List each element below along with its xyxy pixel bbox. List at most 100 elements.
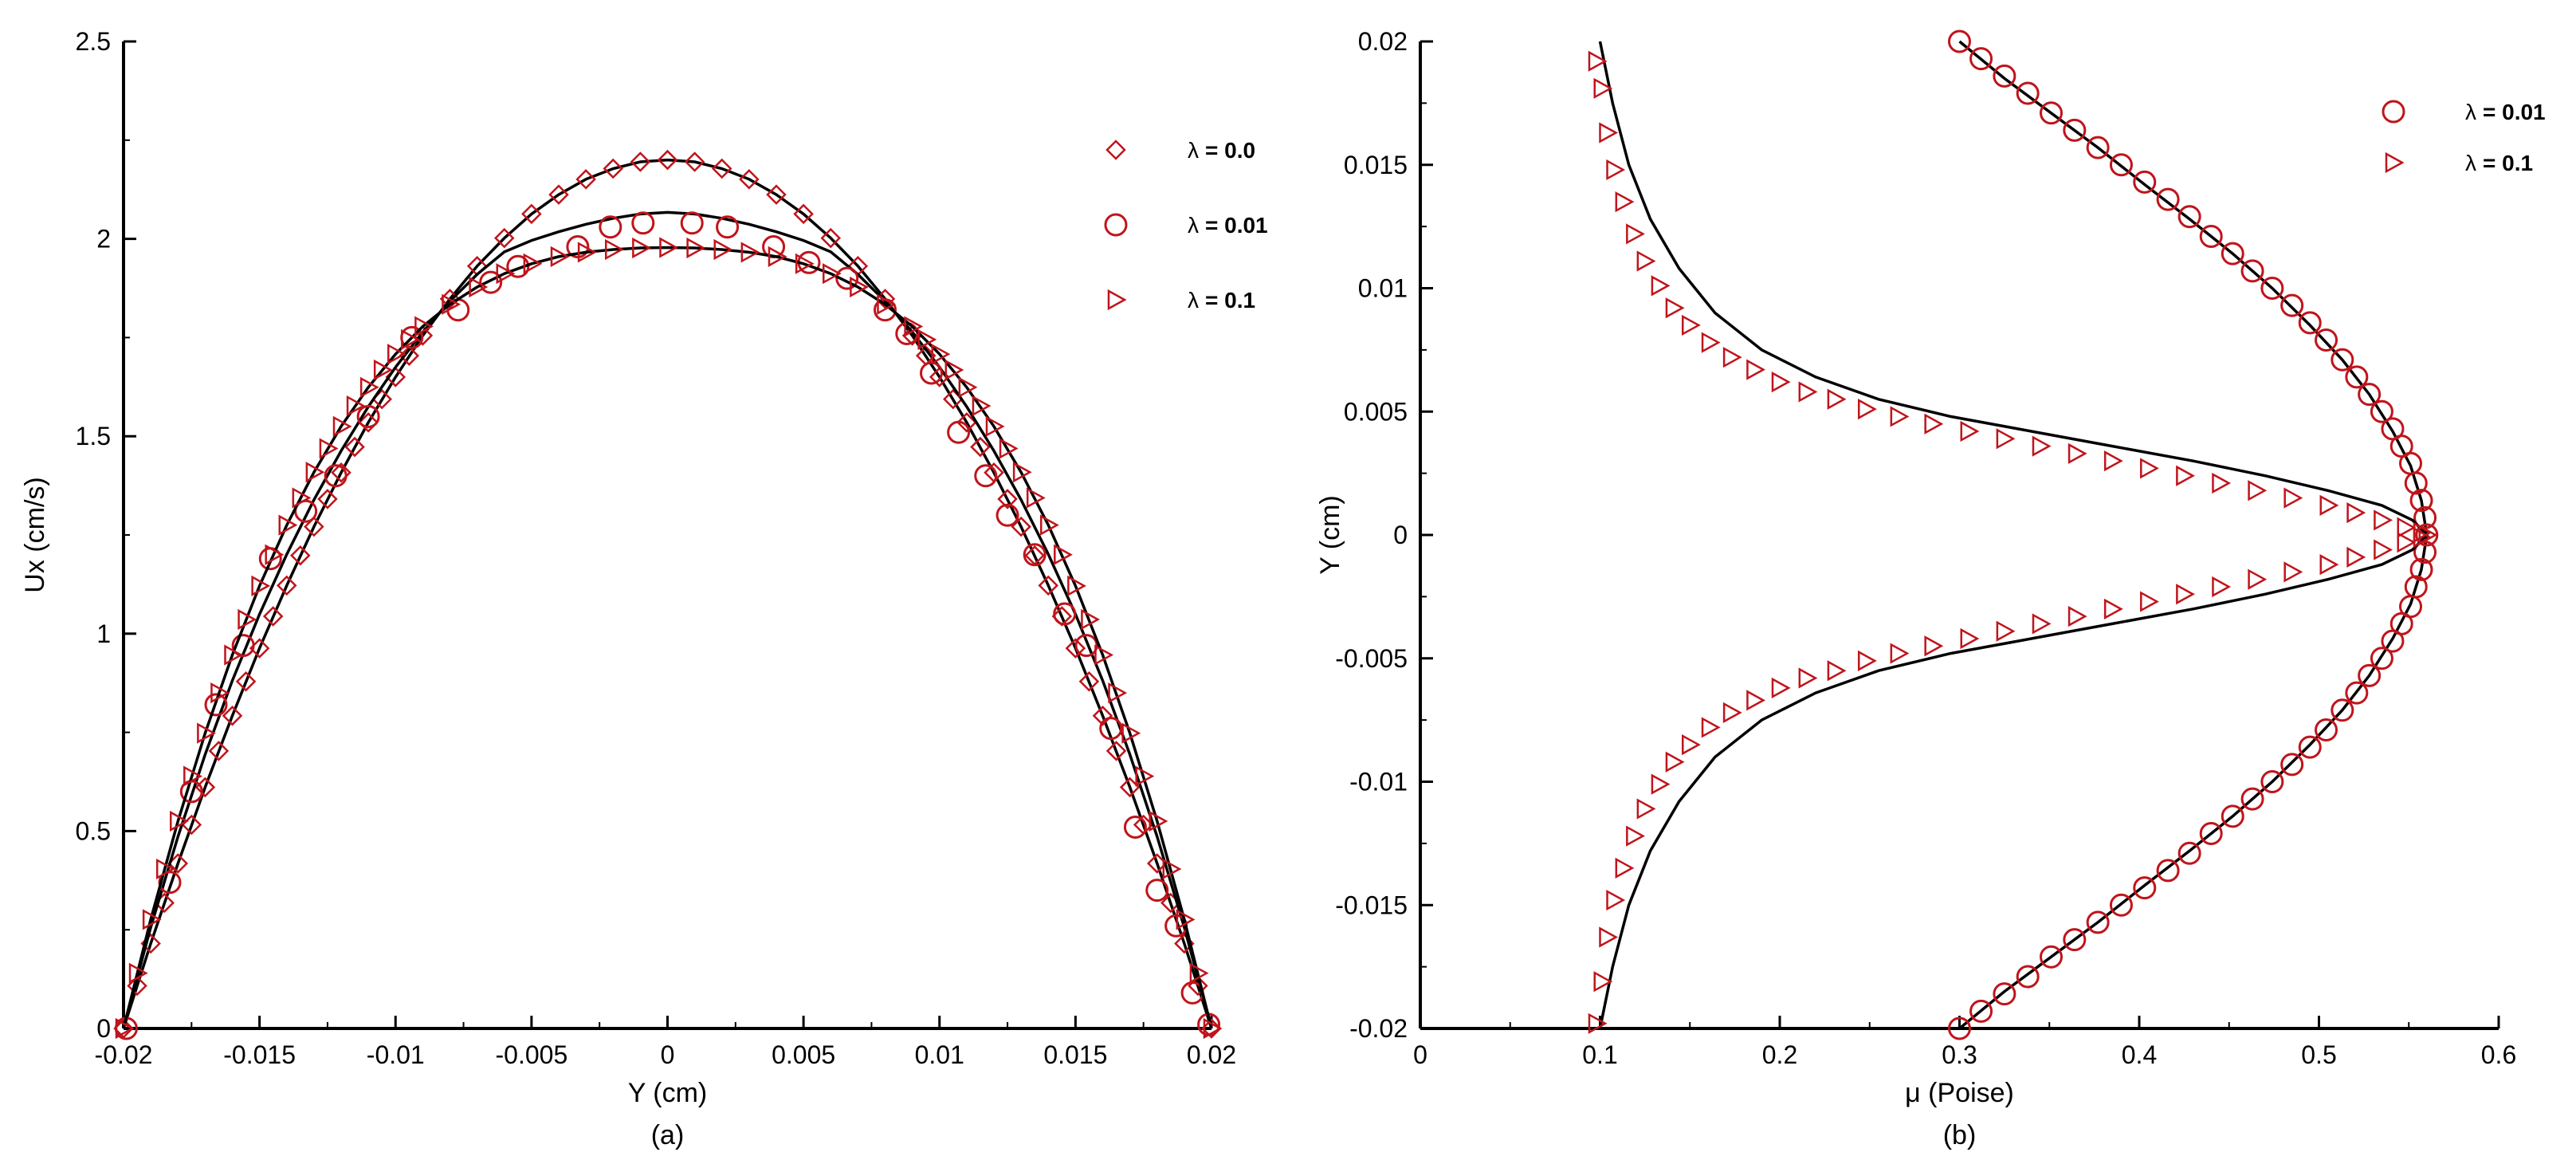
panel-label: (a) (651, 1120, 685, 1150)
data-point (1636, 798, 1656, 820)
data-point (1593, 77, 1613, 99)
data-point (128, 962, 148, 984)
y-tick-label: 0.02 (1358, 27, 1408, 56)
data-point (1636, 250, 1656, 272)
data-point (548, 184, 569, 205)
data-point (317, 489, 338, 509)
data-point (631, 211, 655, 235)
data-point (630, 151, 651, 172)
series-1 (1588, 41, 2438, 1034)
x-axis-title: μ (Poise) (1905, 1078, 2014, 1108)
data-point (2109, 893, 2133, 917)
y-tick-label: 0 (1393, 521, 1408, 549)
data-point (972, 395, 992, 417)
legend-label: = 0.01 (2483, 100, 2546, 124)
data-point (795, 253, 815, 274)
data-point (1012, 462, 1032, 483)
data-point (521, 203, 542, 225)
data-point (1827, 660, 1847, 682)
data-point (917, 328, 937, 350)
data-point (2397, 532, 2417, 553)
data-point (2199, 225, 2223, 249)
data-point (740, 242, 760, 263)
data-point (2280, 753, 2304, 777)
x-tick-label: 0 (661, 1040, 675, 1069)
data-point (577, 242, 597, 263)
data-point (820, 227, 842, 249)
data-point (686, 237, 706, 259)
data-point (947, 420, 971, 444)
data-point (2176, 584, 2195, 605)
x-tick-label: 0.005 (772, 1040, 835, 1069)
data-point (2177, 205, 2201, 229)
data-point (2212, 472, 2232, 494)
data-point (985, 415, 1005, 437)
panel-a: -0.02 -0.015 -0.01 -0.005 0 0.005 0.01 0.015 0.0… (20, 27, 1268, 1150)
data-point (1626, 223, 1645, 245)
data-point (331, 462, 351, 483)
data-point (442, 293, 461, 315)
series-0 (1948, 29, 2439, 1040)
data-point (479, 270, 503, 294)
x-tick-label: 0.2 (1762, 1040, 1797, 1069)
data-point (2345, 681, 2369, 705)
data-point (1996, 620, 2016, 642)
data-point (823, 263, 842, 285)
data-point (904, 316, 924, 337)
x-tick-label: 0.02 (1187, 1040, 1236, 1069)
data-point (2319, 554, 2339, 576)
data-point (2040, 945, 2064, 969)
data-point (1798, 667, 1818, 689)
data-point (1948, 1017, 1971, 1040)
data-point (1606, 889, 1626, 911)
data-point (304, 516, 324, 537)
data-point (2404, 575, 2428, 599)
data-point (356, 404, 380, 428)
data-point (208, 741, 230, 761)
data-point (278, 514, 298, 536)
data-point (224, 644, 244, 666)
x-tick-label: 0.4 (2122, 1040, 2157, 1069)
data-point (2370, 647, 2393, 670)
legend-label: = 0.01 (1205, 213, 1268, 238)
legend-item-2: λ = 0.1 (1107, 288, 1255, 313)
data-point (2280, 293, 2304, 317)
data-point (2283, 487, 2303, 509)
data-point (493, 227, 515, 249)
legend-symbol: λ (1188, 288, 1199, 313)
data-point (1857, 399, 1877, 420)
data-point (1969, 47, 1993, 71)
data-point (2177, 841, 2201, 865)
data-point (1615, 191, 1635, 213)
data-point (170, 810, 189, 832)
data-point (877, 293, 897, 315)
data-point (1960, 420, 1980, 442)
data-point (2086, 136, 2110, 159)
data-point (2140, 591, 2159, 612)
x-tick-label: 0.01 (915, 1040, 964, 1069)
data-point (1149, 810, 1168, 832)
data-point (1201, 1018, 1222, 1039)
legend-symbol: λ (1188, 213, 1199, 238)
data-point (739, 169, 760, 190)
data-point (793, 203, 814, 225)
data-point (956, 412, 977, 433)
data-point (1960, 627, 1980, 650)
data-point (2248, 480, 2268, 501)
data-point (716, 215, 740, 239)
data-point (1588, 50, 1608, 72)
y-tick-label: 2.5 (76, 27, 111, 56)
data-point (2103, 450, 2123, 472)
legend-marker-triangle-right (1107, 289, 1127, 311)
data-point (603, 158, 624, 179)
data-point (768, 246, 787, 267)
x-tick-label: 0 (1413, 1040, 1427, 1069)
data-point (158, 871, 182, 895)
legend-item-1: λ = 0.01 (1104, 213, 1268, 238)
data-point (2109, 153, 2133, 177)
data-point (1038, 575, 1059, 596)
data-point (1123, 815, 1147, 839)
data-point (414, 316, 434, 337)
data-point (2240, 259, 2264, 283)
legend-symbol: λ (1188, 138, 1199, 163)
